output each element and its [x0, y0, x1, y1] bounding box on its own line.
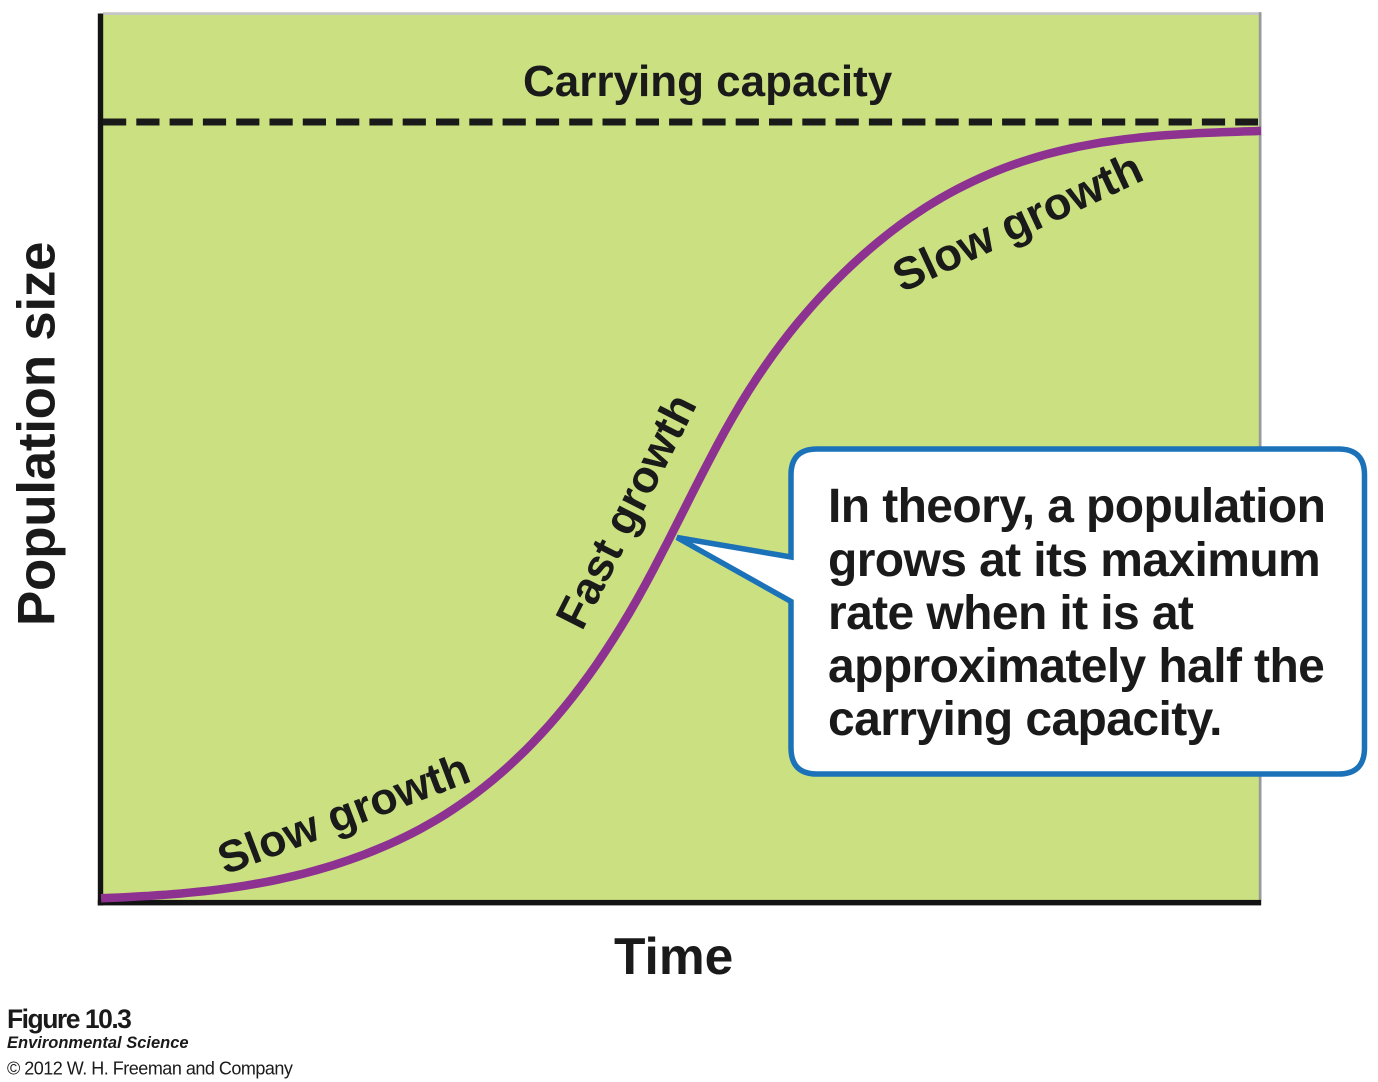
- svg-text:carrying capacity.: carrying capacity.: [828, 693, 1222, 746]
- svg-text:In theory, a population: In theory, a population: [828, 480, 1325, 533]
- svg-text:Environmental Science: Environmental Science: [7, 1034, 189, 1052]
- svg-text:Figure 10.3: Figure 10.3: [7, 1004, 131, 1034]
- svg-text:grows at its maximum: grows at its maximum: [828, 534, 1320, 587]
- svg-text:Carrying capacity: Carrying capacity: [523, 57, 893, 106]
- svg-text:rate when it is at: rate when it is at: [828, 587, 1194, 640]
- svg-text:Population size: Population size: [8, 242, 67, 626]
- svg-text:approximately half the: approximately half the: [828, 640, 1324, 693]
- svg-text:Time: Time: [614, 927, 733, 985]
- svg-text:© 2012 W. H. Freeman and Compa: © 2012 W. H. Freeman and Company: [7, 1059, 293, 1079]
